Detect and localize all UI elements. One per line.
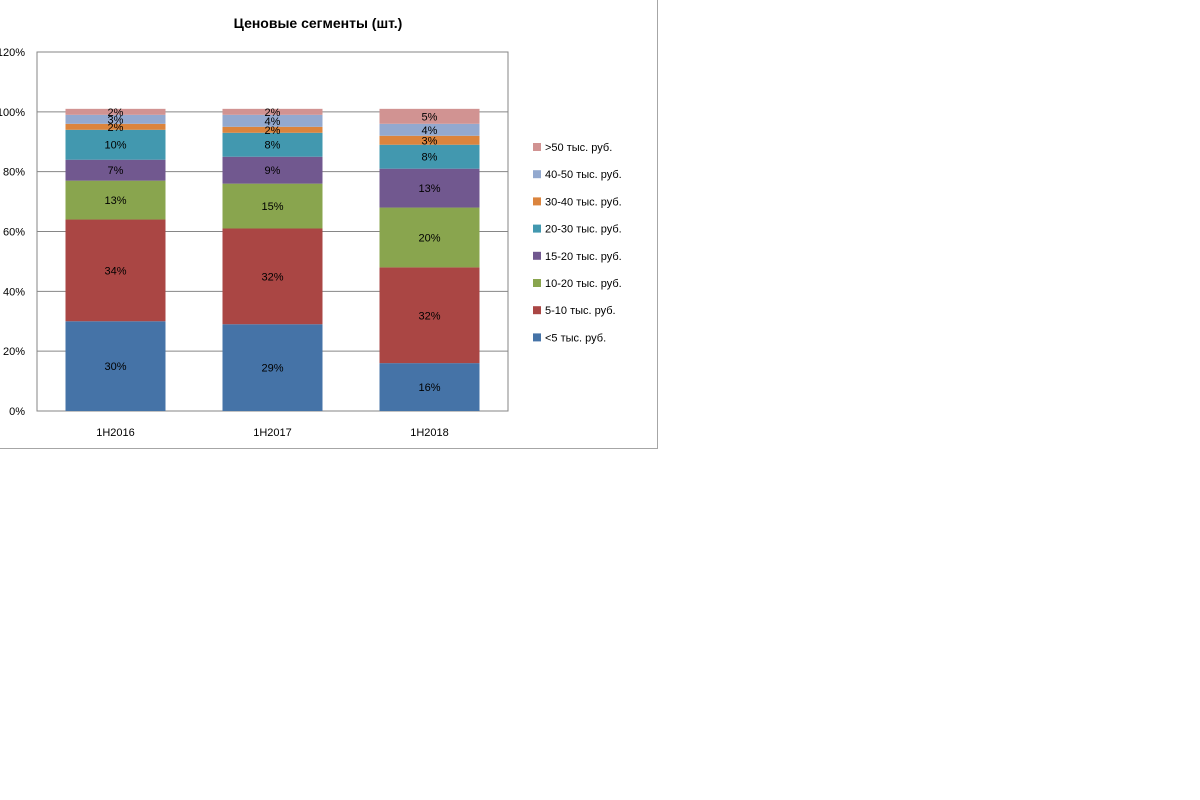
data-label: 32% — [418, 310, 440, 322]
bar-segment — [65, 159, 166, 181]
legend-swatch — [533, 197, 541, 206]
x-category-label: 1H2017 — [253, 427, 292, 439]
y-tick-label: 80% — [3, 167, 25, 179]
legend-swatch — [533, 143, 541, 151]
bar-segment — [379, 363, 480, 411]
bar-segment — [65, 114, 166, 124]
legend-label: 30-40 тыс. руб. — [545, 196, 622, 208]
bar-segment — [222, 324, 323, 411]
legend-label: <5 тыс. руб. — [545, 332, 606, 344]
data-label: 13% — [418, 183, 440, 195]
bar-segment — [222, 108, 323, 115]
data-label: 2% — [108, 122, 124, 134]
data-label: 15% — [261, 201, 283, 213]
y-tick-label: 40% — [3, 286, 25, 298]
bar-segment — [222, 132, 323, 157]
bar-segment — [379, 123, 480, 136]
bar-segment — [379, 207, 480, 268]
bar-segment — [65, 108, 166, 115]
y-tick-label: 0% — [9, 406, 25, 418]
bar-segment — [222, 126, 323, 133]
legend-label: 5-10 тыс. руб. — [545, 305, 616, 317]
bar-segment — [222, 183, 323, 229]
x-category-label: 1H2018 — [410, 427, 449, 439]
y-tick-label: 60% — [3, 227, 25, 239]
legend-label: 15-20 тыс. руб. — [545, 251, 622, 263]
stacked-bar-chart: Ценовые сегменты (шт.) 0% 20% 40% 60% 80% 100… — [0, 15, 622, 439]
x-category-label: 1H2016 — [96, 427, 135, 439]
data-label: 2% — [265, 125, 281, 137]
data-label: 34% — [104, 265, 126, 277]
data-label: 29% — [261, 363, 283, 375]
data-label: 2% — [108, 107, 124, 119]
y-tick-label: 100% — [0, 107, 25, 119]
y-axis-ticks: 0% 20% 40% 60% 80% 100% 120% — [0, 47, 25, 418]
bar-segment — [65, 180, 166, 220]
legend-swatch — [533, 224, 541, 233]
y-tick-label: 120% — [0, 47, 25, 59]
data-label: 30% — [104, 361, 126, 373]
legend-swatch — [533, 333, 541, 342]
data-label: 3% — [108, 114, 124, 126]
bar-segment — [222, 228, 323, 325]
bar-segment — [65, 129, 166, 160]
data-label: 10% — [104, 140, 126, 152]
chart-frame: Ценовые сегменты (шт.) 0% 20% 40% 60% 80% 100… — [0, 0, 658, 449]
data-label: 8% — [265, 140, 281, 152]
data-label: 20% — [418, 232, 440, 244]
bar-segment — [65, 123, 166, 130]
bar-segment — [379, 108, 480, 124]
data-label: 16% — [418, 382, 440, 394]
bar-segment — [222, 156, 323, 184]
bar-segment — [379, 135, 480, 145]
data-label: 2% — [265, 107, 281, 119]
legend: >50 тыс. руб. 40-50 тыс. руб. 30-40 тыс. р… — [533, 142, 622, 344]
legend-swatch — [533, 170, 541, 179]
legend-label: 10-20 тыс. руб. — [545, 278, 622, 290]
legend-swatch — [533, 251, 541, 260]
bar-segment — [379, 144, 480, 169]
bar-segment — [65, 321, 166, 411]
chart-title: Ценовые сегменты (шт.) — [234, 15, 403, 31]
legend-label: 40-50 тыс. руб. — [545, 169, 622, 181]
data-label: 5% — [422, 111, 438, 123]
bar-segment — [379, 168, 480, 208]
data-labels: 30%34%13%7%10%2%3%2%29%32%15%9%8%2%4%2%1… — [104, 107, 440, 394]
bar-segment — [222, 114, 323, 127]
data-label: 3% — [422, 135, 438, 147]
data-label: 9% — [265, 165, 281, 177]
legend-label: >50 тыс. руб. — [545, 142, 612, 154]
bar-segment — [379, 267, 480, 364]
data-label: 4% — [265, 116, 281, 128]
bar-segment — [65, 219, 166, 322]
data-label: 13% — [104, 195, 126, 207]
legend-swatch — [533, 306, 541, 315]
data-label: 32% — [261, 271, 283, 283]
x-axis-categories: 1H2016 1H2017 1H2018 — [96, 427, 449, 439]
data-label: 7% — [108, 165, 124, 177]
bars — [65, 108, 480, 411]
y-tick-label: 20% — [3, 346, 25, 358]
legend-label: 20-30 тыс. руб. — [545, 224, 622, 236]
data-label: 4% — [422, 125, 438, 137]
legend-swatch — [533, 279, 541, 287]
data-label: 8% — [422, 152, 438, 164]
